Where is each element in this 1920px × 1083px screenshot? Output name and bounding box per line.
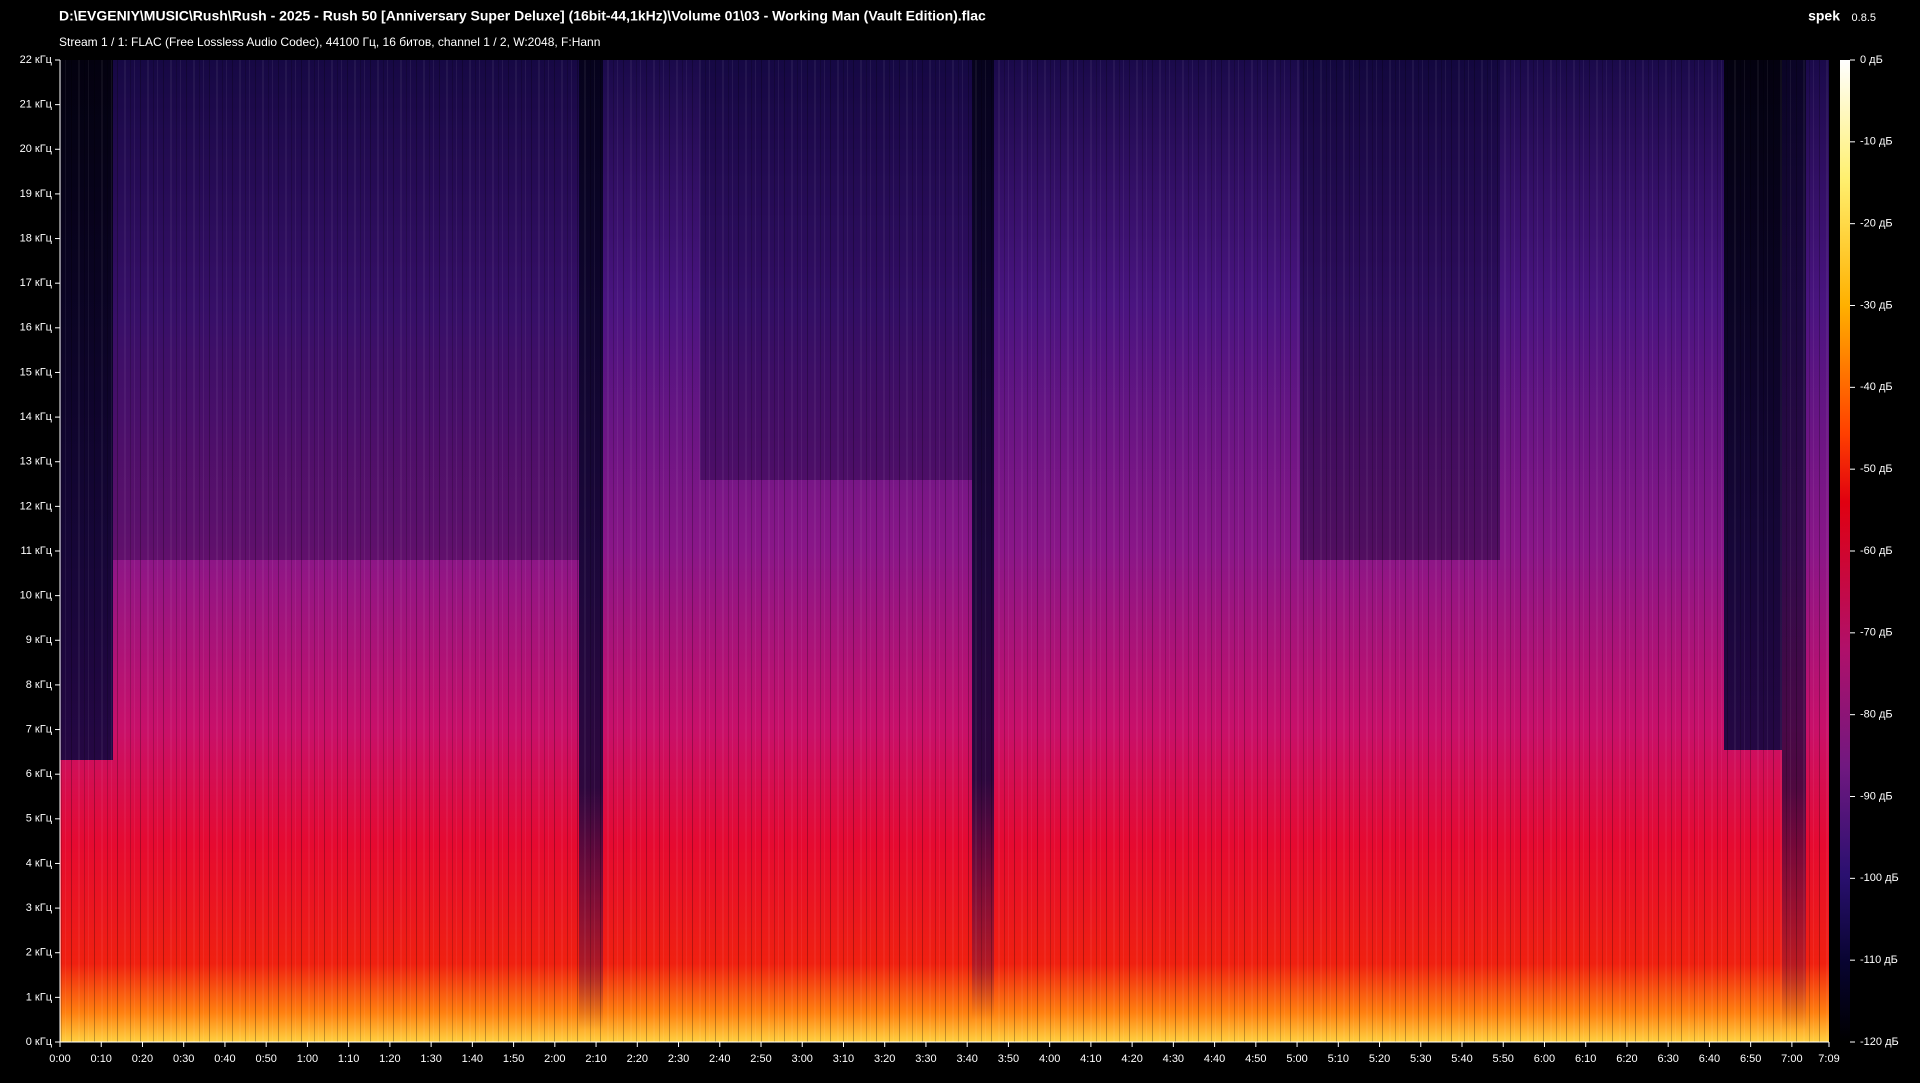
freq-label: 11 кГц: [20, 545, 52, 557]
time-label: 1:30: [420, 1053, 441, 1065]
time-label: 3:10: [833, 1053, 854, 1065]
time-label: 4:00: [1039, 1053, 1060, 1065]
level-label: -20 дБ: [1860, 218, 1893, 230]
freq-label: 3 кГц: [26, 902, 53, 914]
time-label: 5:00: [1286, 1053, 1307, 1065]
time-label: 1:10: [338, 1053, 359, 1065]
freq-label: 13 кГц: [20, 456, 53, 468]
time-label: 1:00: [297, 1053, 318, 1065]
time-label: 2:10: [585, 1053, 606, 1065]
level-label: -110 дБ: [1860, 954, 1898, 966]
time-label: 5:50: [1493, 1053, 1514, 1065]
freq-label: 18 кГц: [20, 232, 53, 244]
freq-label: 22 кГц: [20, 54, 53, 66]
level-label: 0 дБ: [1860, 54, 1883, 66]
time-label: 1:50: [503, 1053, 524, 1065]
freq-label: 19 кГц: [20, 188, 53, 200]
time-label: 2:50: [750, 1053, 771, 1065]
freq-label: 15 кГц: [20, 366, 53, 378]
time-label: 4:50: [1245, 1053, 1266, 1065]
freq-label: 8 кГц: [26, 679, 53, 691]
time-label: 0:10: [91, 1053, 112, 1065]
time-label: 6:50: [1740, 1053, 1761, 1065]
time-label: 6:30: [1657, 1053, 1678, 1065]
freq-label: 0 кГц: [26, 1036, 53, 1048]
time-label: 0:20: [132, 1053, 153, 1065]
time-label: 3:50: [998, 1053, 1019, 1065]
time-label: 7:00: [1781, 1053, 1802, 1065]
time-label: 4:20: [1121, 1053, 1142, 1065]
time-label: 6:00: [1534, 1053, 1555, 1065]
freq-label: 10 кГц: [20, 590, 53, 602]
time-label: 6:10: [1575, 1053, 1596, 1065]
level-label: -70 дБ: [1860, 627, 1893, 639]
time-label: 4:40: [1204, 1053, 1225, 1065]
time-label: 5:40: [1451, 1053, 1472, 1065]
time-label: 5:10: [1328, 1053, 1349, 1065]
time-label: 2:40: [709, 1053, 730, 1065]
time-label: 4:10: [1080, 1053, 1101, 1065]
spectrogram: [60, 60, 1829, 1042]
time-label: 5:20: [1369, 1053, 1390, 1065]
spectrogram-texture: [60, 60, 1829, 1042]
time-label: 7:09: [1818, 1053, 1839, 1065]
time-label: 0:00: [49, 1053, 70, 1065]
freq-label: 5 кГц: [26, 813, 53, 825]
time-label: 2:20: [627, 1053, 648, 1065]
time-label: 1:40: [462, 1053, 483, 1065]
time-label: 2:30: [668, 1053, 689, 1065]
freq-label: 16 кГц: [20, 322, 53, 334]
app-version: 0.8.5: [1852, 12, 1876, 24]
level-label: -30 дБ: [1860, 299, 1893, 311]
time-label: 0:40: [214, 1053, 235, 1065]
freq-label: 9 кГц: [26, 634, 53, 646]
time-label: 6:20: [1616, 1053, 1637, 1065]
time-label: 3:40: [956, 1053, 977, 1065]
level-label: -80 дБ: [1860, 709, 1893, 721]
time-label: 3:30: [915, 1053, 936, 1065]
time-label: 1:20: [379, 1053, 400, 1065]
app-name: spek: [1808, 8, 1840, 24]
level-colorbar: [1840, 60, 1850, 1042]
level-label: -120 дБ: [1860, 1036, 1899, 1048]
level-label: -50 дБ: [1860, 463, 1893, 475]
file-title: D:\EVGENIY\MUSIC\Rush\Rush - 2025 - Rush…: [59, 8, 986, 24]
time-label: 0:50: [255, 1053, 276, 1065]
freq-label: 6 кГц: [26, 768, 53, 780]
freq-label: 4 кГц: [26, 857, 53, 869]
time-label: 2:00: [544, 1053, 565, 1065]
axes: 22 кГц 21 кГц 20 кГц 19 кГц 18 кГц 17 кГц 16 к…: [20, 54, 1899, 1065]
freq-label: 17 кГц: [20, 277, 53, 289]
freq-label: 20 кГц: [20, 143, 53, 155]
time-label: 6:40: [1699, 1053, 1720, 1065]
freq-label: 7 кГц: [26, 723, 53, 735]
time-label: 3:00: [792, 1053, 813, 1065]
level-label: -40 дБ: [1860, 381, 1893, 393]
freq-label: 1 кГц: [26, 991, 53, 1003]
level-label: -90 дБ: [1860, 790, 1893, 802]
time-label: 3:20: [874, 1053, 895, 1065]
time-label: 0:30: [173, 1053, 194, 1065]
time-label: 5:30: [1410, 1053, 1431, 1065]
level-label: -100 дБ: [1860, 872, 1899, 884]
time-label: 4:30: [1163, 1053, 1184, 1065]
level-label: -10 дБ: [1860, 136, 1893, 148]
freq-label: 14 кГц: [20, 411, 53, 423]
freq-label: 12 кГц: [20, 500, 53, 512]
freq-label: 21 кГц: [20, 99, 53, 111]
freq-label: 2 кГц: [26, 947, 53, 959]
stream-info: Stream 1 / 1: FLAC (Free Lossless Audio …: [59, 35, 600, 49]
level-label: -60 дБ: [1860, 545, 1893, 557]
